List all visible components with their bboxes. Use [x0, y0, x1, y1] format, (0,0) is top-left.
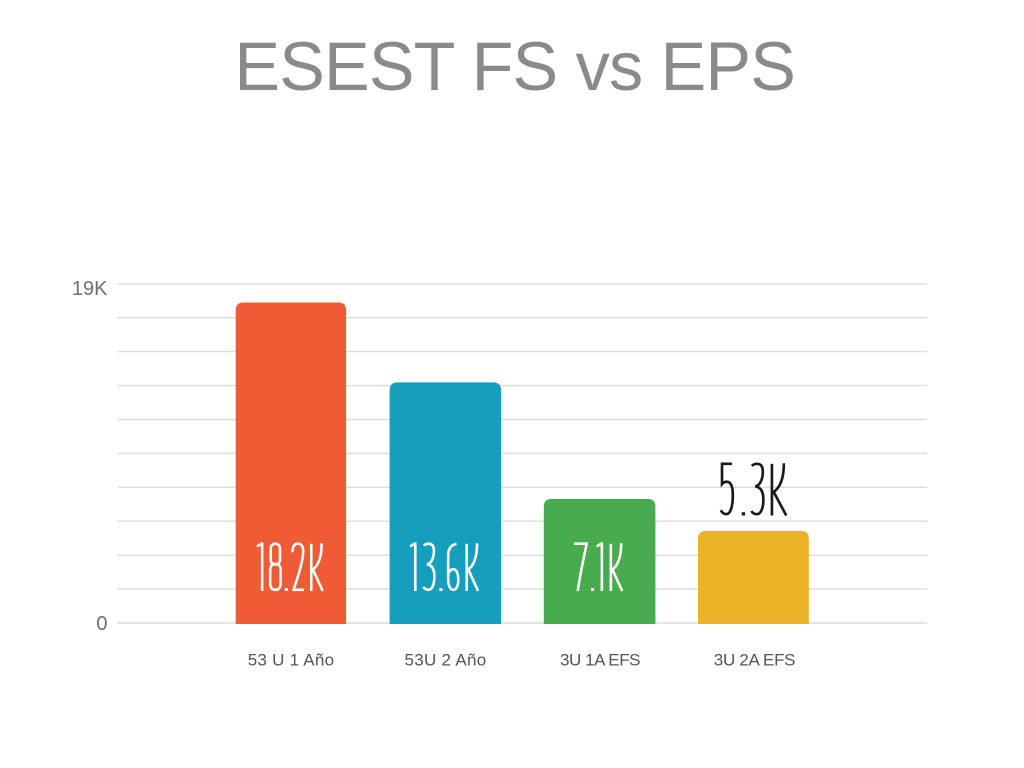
- svg-text:3U 2A EFS: 3U 2A EFS: [714, 651, 795, 670]
- svg-text:53U 2 Año: 53U 2 Año: [404, 651, 486, 670]
- svg-text:19K: 19K: [72, 278, 108, 300]
- svg-text:ESEST FS vs EPS: ESEST FS vs EPS: [234, 29, 795, 105]
- svg-text:0: 0: [96, 613, 107, 635]
- svg-text:3U 1A EFS: 3U 1A EFS: [560, 651, 640, 670]
- svg-text:53 U 1 Año: 53 U 1 Año: [248, 651, 335, 670]
